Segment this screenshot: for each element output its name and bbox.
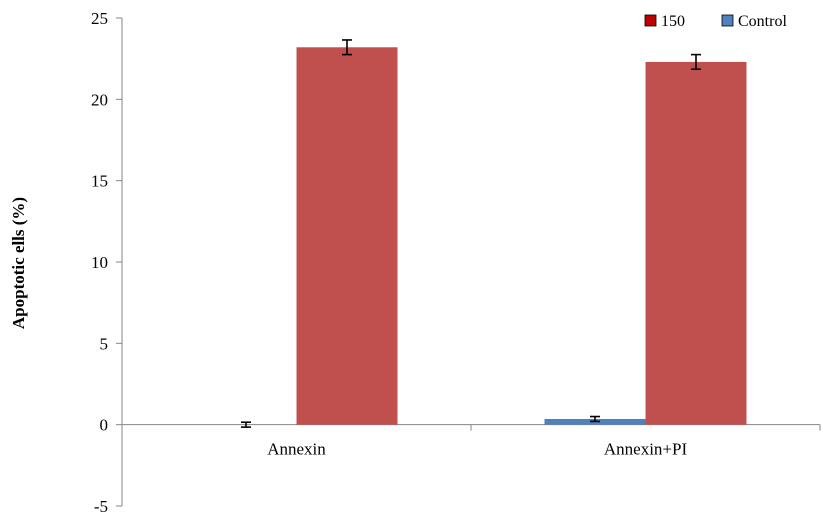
y-tick-label: -5 bbox=[94, 497, 108, 513]
y-tick-label: 0 bbox=[100, 416, 109, 435]
x-category-label: Annexin bbox=[267, 440, 326, 459]
bar-150-annexin bbox=[296, 47, 398, 425]
bars bbox=[296, 47, 747, 425]
y-tick-label: 25 bbox=[91, 9, 108, 28]
y-tick-label: 5 bbox=[100, 334, 109, 353]
legend-entry: 150 bbox=[661, 13, 685, 30]
legend-swatch bbox=[644, 14, 657, 27]
x-category-label: Annexin+PI bbox=[604, 440, 688, 459]
legend-swatch bbox=[721, 14, 734, 27]
legend: 150 Control bbox=[644, 13, 787, 30]
x-axis bbox=[121, 424, 821, 431]
y-tick-label: 20 bbox=[91, 90, 108, 109]
y-tick-label: 10 bbox=[91, 253, 108, 272]
y-axis-label: Apoptotic ells (%) bbox=[9, 197, 28, 329]
legend-entry: Control bbox=[738, 13, 787, 30]
category-labels: Annexin Annexin+PI bbox=[267, 440, 687, 459]
y-tick-label: 15 bbox=[91, 172, 108, 191]
error-bars bbox=[241, 39, 701, 428]
y-axis: -5 0 5 10 15 20 25 bbox=[91, 9, 123, 513]
bar-150-annexin-pi bbox=[645, 61, 747, 425]
